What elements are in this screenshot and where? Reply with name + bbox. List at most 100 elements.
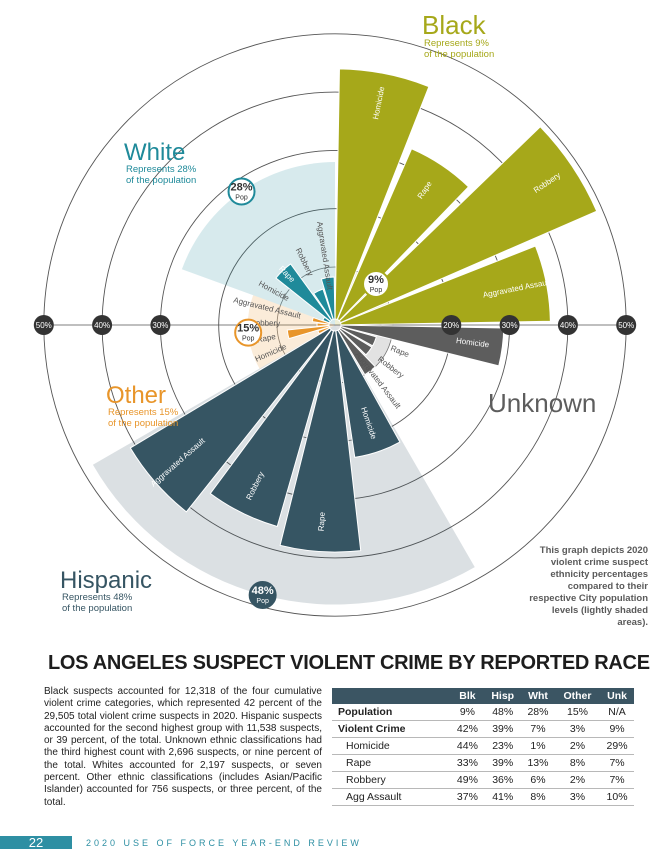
category-label: Robbery (250, 318, 280, 328)
axis-tick-label: 50% (618, 321, 634, 330)
section-heading: LOS ANGELES SUSPECT VIOLENT CRIME BY REP… (44, 648, 650, 678)
group-title: Black (422, 10, 487, 40)
axis-tick-badge (150, 315, 171, 335)
table-cell: 8% (554, 754, 601, 772)
population-badge-word: Pop (256, 598, 269, 605)
table-cell: N/A (600, 704, 634, 721)
axis-tick-badge (557, 315, 578, 335)
category-label: Homicide (456, 336, 491, 349)
population-badge-value: 9% (368, 274, 384, 286)
table-row: Agg Assault 37% 41% 8% 3% 10% (332, 788, 634, 806)
group-title: Hispanic (60, 567, 152, 594)
axis-tick-badge (33, 315, 54, 335)
table-cell: 9% (600, 720, 634, 738)
table-cell: 29% (600, 737, 634, 755)
axis-tick-label: 20% (443, 321, 459, 330)
table-row: Rape 33% 39% 13% 8% 7% (332, 754, 634, 772)
row-label: Homicide (332, 737, 451, 755)
row-label: Population (332, 704, 451, 721)
group-title: Other (106, 382, 166, 409)
bar-hispanic (335, 329, 401, 458)
table-cell: 7% (600, 754, 634, 772)
table-cell: 8% (521, 788, 555, 806)
group-subtitle: Represents 28% (126, 164, 197, 175)
group-subtitle: of the population (126, 175, 196, 186)
population-badge-value: 15% (237, 323, 259, 335)
axis-tick-badge (499, 315, 520, 335)
category-label: Rape (317, 511, 327, 531)
table-header-cell (332, 688, 451, 704)
bar-white (320, 276, 336, 320)
table-cell: 37% (450, 788, 485, 806)
table-cell: 44% (450, 737, 485, 755)
table-cell: 15% (554, 704, 601, 721)
category-label: Rape (389, 344, 411, 360)
group-subtitle: of the population (108, 418, 178, 429)
table-header-cell: Other (554, 688, 601, 704)
bar-black (338, 126, 598, 324)
bar-black (334, 68, 430, 321)
table-header-cell: Blk (450, 688, 485, 704)
group-subtitle: Represents 15% (108, 407, 179, 418)
table-cell: 23% (484, 737, 522, 755)
table-cell: 13% (521, 754, 555, 772)
row-label: Agg Assault (332, 788, 451, 806)
population-badge-value: 28% (231, 182, 253, 194)
table-cell: 42% (450, 720, 485, 738)
bar-hispanic (129, 327, 332, 513)
heading-title: LOS ANGELES SUSPECT VIOLENT CRIME BY REP… (48, 651, 650, 674)
population-badge-word: Pop (370, 287, 383, 294)
footer-title: 2020 USE OF FORCE YEAR-END REVIEW (86, 838, 362, 848)
row-label: Robbery (332, 771, 451, 789)
table-cell: 10% (600, 788, 634, 806)
group-title: Unknown (488, 388, 596, 418)
table-header-cell: Unk (600, 688, 634, 704)
table-cell: 3% (554, 720, 601, 738)
axis-tick-label: 40% (560, 321, 576, 330)
axis-tick-badge (616, 315, 637, 335)
group-subtitle: Represents 48% (62, 592, 133, 603)
stats-table: Blk Hisp Wht Other Unk Population 9% 48%… (332, 688, 634, 806)
table-row: Violent Crime 42% 39% 7% 3% 9% (332, 720, 634, 738)
table-cell: 6% (521, 771, 555, 789)
axis-tick-label: 30% (502, 321, 518, 330)
table-cell: 7% (600, 771, 634, 789)
group-subtitle: of the population (424, 49, 494, 60)
table-cell: 33% (450, 754, 485, 772)
group-title: White (124, 139, 185, 166)
table-header-cell: Wht (521, 688, 555, 704)
table-row: Robbery 49% 36% 6% 2% 7% (332, 771, 634, 789)
table-row: Homicide 44% 23% 1% 2% 29% (332, 737, 634, 755)
table-cell: 1% (521, 737, 555, 755)
table-cell: 9% (450, 704, 485, 721)
axis-tick-badge (441, 315, 462, 335)
table-cell: 2% (554, 771, 601, 789)
bar-black (339, 245, 551, 326)
table-header-row: Blk Hisp Wht Other Unk (332, 688, 634, 704)
population-badge (234, 318, 263, 347)
population-badge-word: Pop (235, 195, 248, 202)
chart-note: This graph depicts 2020 violent crime su… (529, 545, 648, 628)
group-subtitle: Represents 9% (424, 38, 490, 49)
body-paragraph: Black suspects accounted for 12,318 of t… (44, 686, 322, 808)
table-cell: 2% (554, 737, 601, 755)
table-cell: 39% (484, 754, 522, 772)
axis-tick-badge (92, 315, 113, 335)
axis-tick-label: 40% (94, 321, 110, 330)
population-badge-word: Pop (242, 336, 255, 343)
table-header-cell: Hisp (484, 688, 522, 704)
group-subtitle: of the population (62, 603, 132, 614)
table-cell: 36% (484, 771, 522, 789)
table-cell: 39% (484, 720, 522, 738)
polar-chart: Homicide Rape Robbery Aggravated Assault 9% P… (33, 10, 637, 617)
table-cell: 7% (521, 720, 555, 738)
bar-hispanic (279, 330, 362, 553)
population-badge (248, 581, 277, 610)
row-label: Rape (332, 754, 451, 772)
page-number: 22 (0, 836, 72, 849)
table-cell: 48% (484, 704, 522, 721)
population-badge-value: 48% (252, 585, 274, 597)
row-label: Violent Crime (332, 720, 451, 738)
table-cell: 28% (521, 704, 555, 721)
